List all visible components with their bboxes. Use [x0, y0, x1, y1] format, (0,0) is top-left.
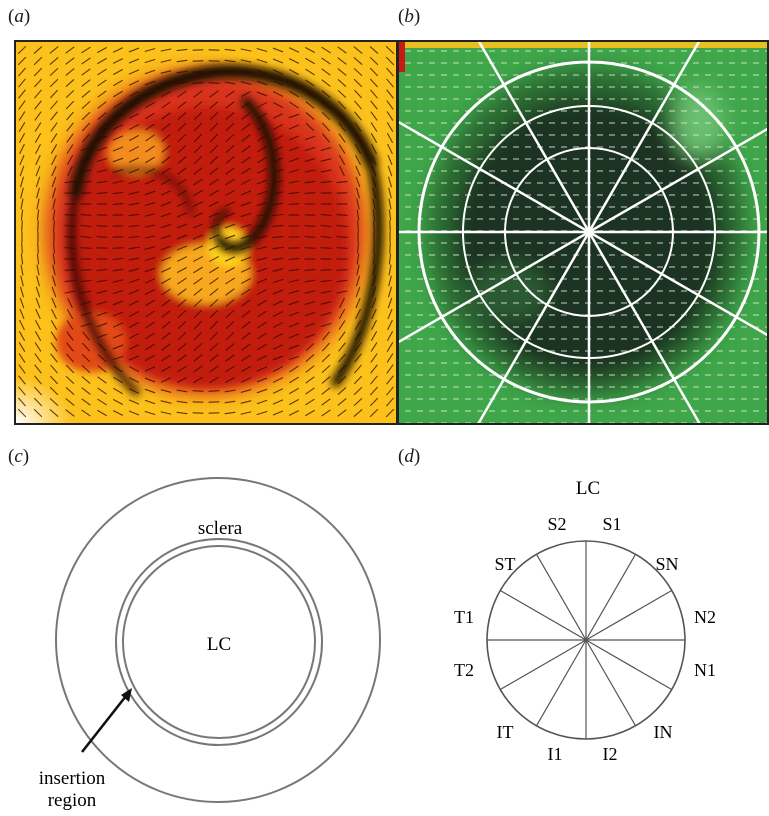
sector-label-s1: S1 [602, 514, 621, 534]
sector-map-diagram: LC S2 S1 ST SN T1 N2 T2 N1 IT IN I1 I2 [454, 478, 716, 764]
panel-letter-a: a [14, 6, 24, 27]
sector-label-st: ST [494, 554, 515, 574]
fiber-orientation-field [17, 45, 395, 418]
heatmap-panel [14, 40, 398, 425]
insertion-label-line1: insertion [39, 768, 106, 789]
sector-label-in: IN [654, 722, 673, 742]
sector-label-sn: SN [655, 554, 678, 574]
sector-label-t1: T1 [454, 607, 474, 627]
sclera-outline [55, 477, 381, 803]
sector-grid-image [399, 42, 767, 423]
sector-map-title: LC [576, 478, 600, 499]
sector-label-n2: N2 [694, 607, 716, 627]
sclera-lc-diagram: sclera LC insertion region [39, 477, 381, 811]
panel-label-b: (b) [398, 6, 421, 27]
panel-letter-d: d [404, 446, 414, 467]
sector-label-i2: I2 [603, 744, 618, 764]
sector-grid-panel [397, 40, 769, 425]
panel-label-c: (c) [8, 446, 30, 467]
sector-divisions [487, 541, 685, 739]
lc-outline [122, 545, 316, 739]
insertion-outer-outline [115, 538, 323, 746]
panel-label-d: (d) [398, 446, 421, 467]
panel-letter-c: c [14, 446, 23, 467]
sector-label-n1: N1 [694, 660, 716, 680]
sector-label-t2: T2 [454, 660, 474, 680]
sector-label-it: IT [497, 722, 514, 742]
insertion-label-line2: region [48, 790, 97, 811]
fiber-heatmap-image [16, 42, 396, 423]
panel-label-a: (a) [8, 6, 31, 27]
sector-overlay [399, 42, 767, 423]
arrow-icon [80, 688, 132, 753]
measurement-point-grid [405, 50, 767, 423]
lc-label: LC [207, 634, 231, 655]
panel-letter-b: b [404, 6, 414, 27]
sector-label-i1: I1 [548, 744, 563, 764]
sclera-label: sclera [198, 518, 243, 539]
sector-label-s2: S2 [547, 514, 566, 534]
